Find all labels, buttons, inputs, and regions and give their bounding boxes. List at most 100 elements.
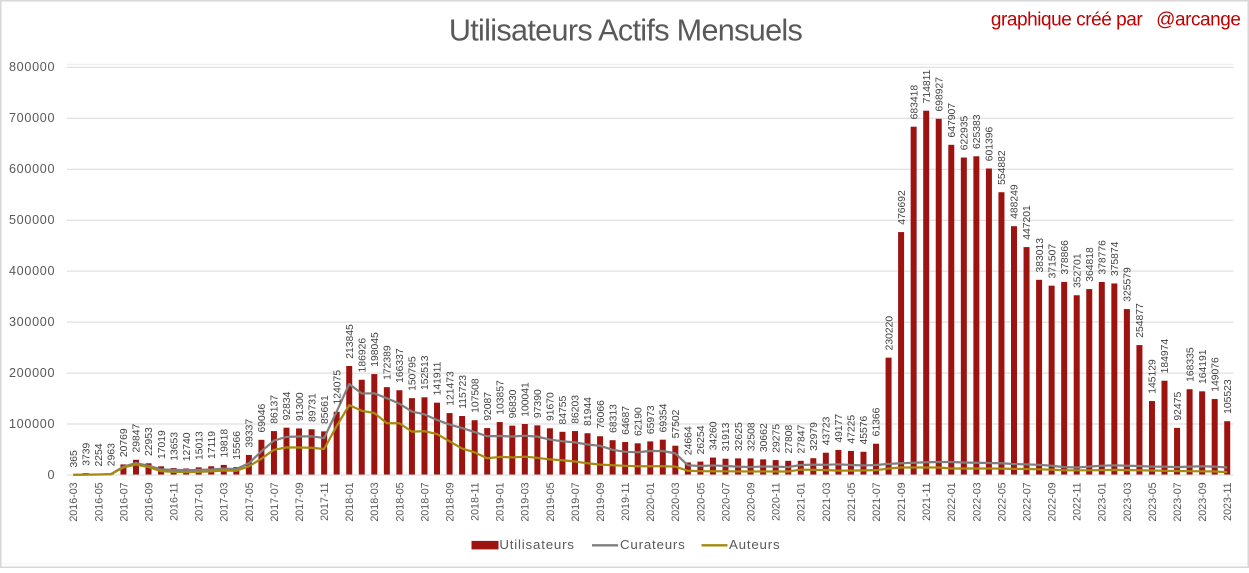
svg-text:61366: 61366 (872, 407, 883, 436)
svg-text:647907: 647907 (947, 103, 958, 138)
svg-text:625383: 625383 (972, 114, 983, 149)
svg-text:325579: 325579 (1123, 267, 1134, 302)
svg-text:43723: 43723 (822, 416, 833, 445)
svg-text:2017-07: 2017-07 (269, 482, 281, 521)
svg-text:2020-07: 2020-07 (720, 482, 732, 521)
svg-text:2020-05: 2020-05 (695, 482, 707, 521)
svg-text:2017-05: 2017-05 (244, 482, 256, 521)
svg-text:2017-09: 2017-09 (294, 482, 306, 521)
svg-text:698927: 698927 (934, 77, 945, 112)
svg-text:800000: 800000 (9, 60, 55, 74)
svg-text:39337: 39337 (245, 419, 256, 448)
svg-text:Utilisateurs Actifs Mensuels: Utilisateurs Actifs Mensuels (449, 13, 803, 47)
svg-text:17119: 17119 (207, 431, 218, 459)
svg-text:2023-01: 2023-01 (1097, 482, 1109, 521)
svg-text:2022-09: 2022-09 (1047, 482, 1059, 521)
svg-text:2019-09: 2019-09 (595, 482, 607, 521)
svg-text:213845: 213845 (345, 324, 356, 359)
svg-text:20769: 20769 (119, 428, 130, 457)
svg-text:2021-05: 2021-05 (846, 482, 858, 521)
svg-text:2020-03: 2020-03 (670, 482, 682, 521)
svg-text:378866: 378866 (1060, 240, 1071, 275)
svg-text:476692: 476692 (897, 190, 908, 225)
svg-text:2016-09: 2016-09 (143, 482, 155, 521)
svg-text:149076: 149076 (1210, 357, 1221, 392)
svg-text:2021-07: 2021-07 (871, 482, 883, 521)
svg-text:85661: 85661 (320, 395, 331, 424)
svg-text:2017-03: 2017-03 (219, 482, 231, 521)
svg-text:97390: 97390 (533, 389, 544, 418)
svg-text:141911: 141911 (433, 361, 444, 395)
svg-text:47225: 47225 (847, 415, 858, 444)
svg-text:30662: 30662 (759, 423, 770, 452)
svg-text:15013: 15013 (194, 431, 205, 460)
svg-text:700000: 700000 (9, 111, 55, 125)
svg-text:62190: 62190 (633, 407, 644, 436)
svg-text:31913: 31913 (721, 422, 732, 451)
svg-text:2018-03: 2018-03 (369, 482, 381, 521)
svg-text:32979: 32979 (809, 422, 820, 451)
svg-text:29275: 29275 (771, 424, 782, 453)
svg-text:2016-07: 2016-07 (118, 482, 130, 521)
svg-text:19818: 19818 (219, 429, 230, 458)
svg-text:2022-01: 2022-01 (946, 482, 958, 521)
svg-text:2021-11: 2021-11 (921, 482, 933, 520)
svg-text:92475: 92475 (1173, 392, 1184, 421)
svg-text:69046: 69046 (257, 403, 268, 432)
svg-text:2019-05: 2019-05 (545, 482, 557, 521)
svg-text:352701: 352701 (1072, 253, 1083, 288)
svg-text:96830: 96830 (508, 389, 519, 418)
svg-text:2019-03: 2019-03 (520, 482, 532, 521)
svg-text:124075: 124075 (332, 370, 343, 405)
svg-text:2018-01: 2018-01 (344, 482, 356, 521)
svg-text:184974: 184974 (1160, 339, 1171, 374)
svg-text:375874: 375874 (1110, 241, 1121, 276)
svg-text:105523: 105523 (1223, 379, 1234, 414)
svg-text:24664: 24664 (684, 426, 695, 455)
svg-text:172389: 172389 (383, 345, 394, 380)
svg-text:32508: 32508 (746, 422, 757, 451)
svg-text:13653: 13653 (169, 432, 180, 461)
svg-text:92087: 92087 (483, 392, 494, 421)
svg-text:168335: 168335 (1185, 347, 1196, 382)
svg-text:378776: 378776 (1098, 240, 1109, 275)
svg-text:145129: 145129 (1148, 359, 1159, 394)
svg-text:34260: 34260 (709, 421, 720, 450)
svg-text:22953: 22953 (144, 427, 155, 456)
svg-text:164191: 164191 (1198, 349, 1209, 384)
svg-text:12740: 12740 (182, 432, 193, 461)
svg-text:200000: 200000 (9, 366, 55, 380)
svg-text:2023-03: 2023-03 (1122, 482, 1134, 521)
svg-text:0: 0 (47, 468, 55, 482)
svg-text:2018-07: 2018-07 (419, 482, 431, 521)
svg-text:2018-05: 2018-05 (394, 482, 406, 521)
svg-text:26254: 26254 (696, 425, 707, 454)
svg-text:27808: 27808 (784, 425, 795, 454)
svg-text:383013: 383013 (1035, 238, 1046, 273)
svg-text:17019: 17019 (157, 430, 168, 459)
svg-text:300000: 300000 (9, 315, 55, 329)
svg-text:91670: 91670 (546, 392, 557, 421)
svg-text:3739: 3739 (82, 443, 93, 466)
svg-text:2023-05: 2023-05 (1147, 482, 1159, 521)
svg-text:622935: 622935 (960, 115, 971, 150)
svg-text:2023-07: 2023-07 (1172, 482, 1184, 521)
svg-text:166337: 166337 (395, 348, 406, 383)
svg-text:115723: 115723 (458, 375, 469, 409)
svg-text:447201: 447201 (1022, 205, 1033, 240)
svg-text:57502: 57502 (671, 409, 682, 438)
svg-text:Utilisateurs: Utilisateurs (499, 537, 574, 552)
svg-text:488249: 488249 (1010, 184, 1021, 219)
svg-text:2022-05: 2022-05 (996, 482, 1008, 521)
svg-text:2021-09: 2021-09 (896, 482, 908, 521)
svg-text:364818: 364818 (1085, 247, 1096, 282)
svg-text:371507: 371507 (1047, 244, 1058, 279)
svg-text:2022-07: 2022-07 (1021, 482, 1033, 521)
svg-text:2022-03: 2022-03 (971, 482, 983, 521)
svg-text:Curateurs: Curateurs (620, 537, 686, 552)
svg-text:254877: 254877 (1135, 303, 1146, 338)
svg-text:Auteurs: Auteurs (729, 537, 780, 552)
svg-text:27847: 27847 (796, 424, 807, 453)
svg-text:64687: 64687 (621, 406, 632, 435)
svg-text:365: 365 (69, 450, 80, 468)
